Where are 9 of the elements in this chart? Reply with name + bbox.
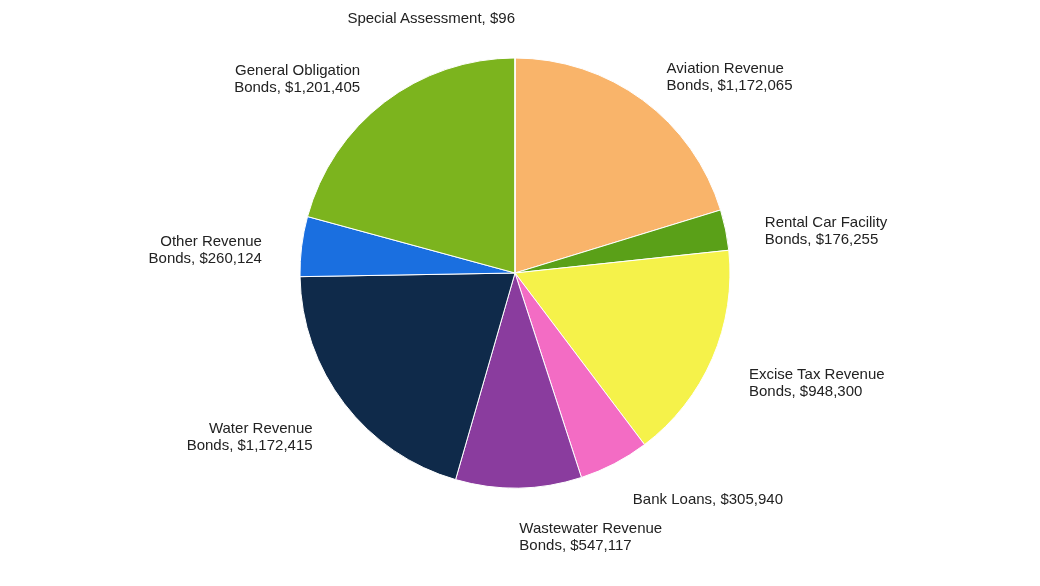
- slice-label: General Obligation Bonds, $1,201,405: [234, 61, 361, 96]
- slice-label: Water Revenue Bonds, $1,172,415: [186, 419, 313, 454]
- slice-label: Other Revenue Bonds, $260,124: [148, 232, 262, 267]
- slice-label: Wastewater Revenue Bonds, $547,117: [519, 518, 663, 553]
- slice-label: Excise Tax Revenue Bonds, $948,300: [748, 365, 885, 400]
- slice-label: Aviation Revenue Bonds, $1,172,065: [666, 58, 793, 93]
- slice-label: Bank Loans, $305,940: [632, 490, 783, 508]
- slice-label: Special Assessment, $96: [347, 9, 515, 26]
- slice-label: Rental Car Facility Bonds, $176,255: [764, 212, 888, 247]
